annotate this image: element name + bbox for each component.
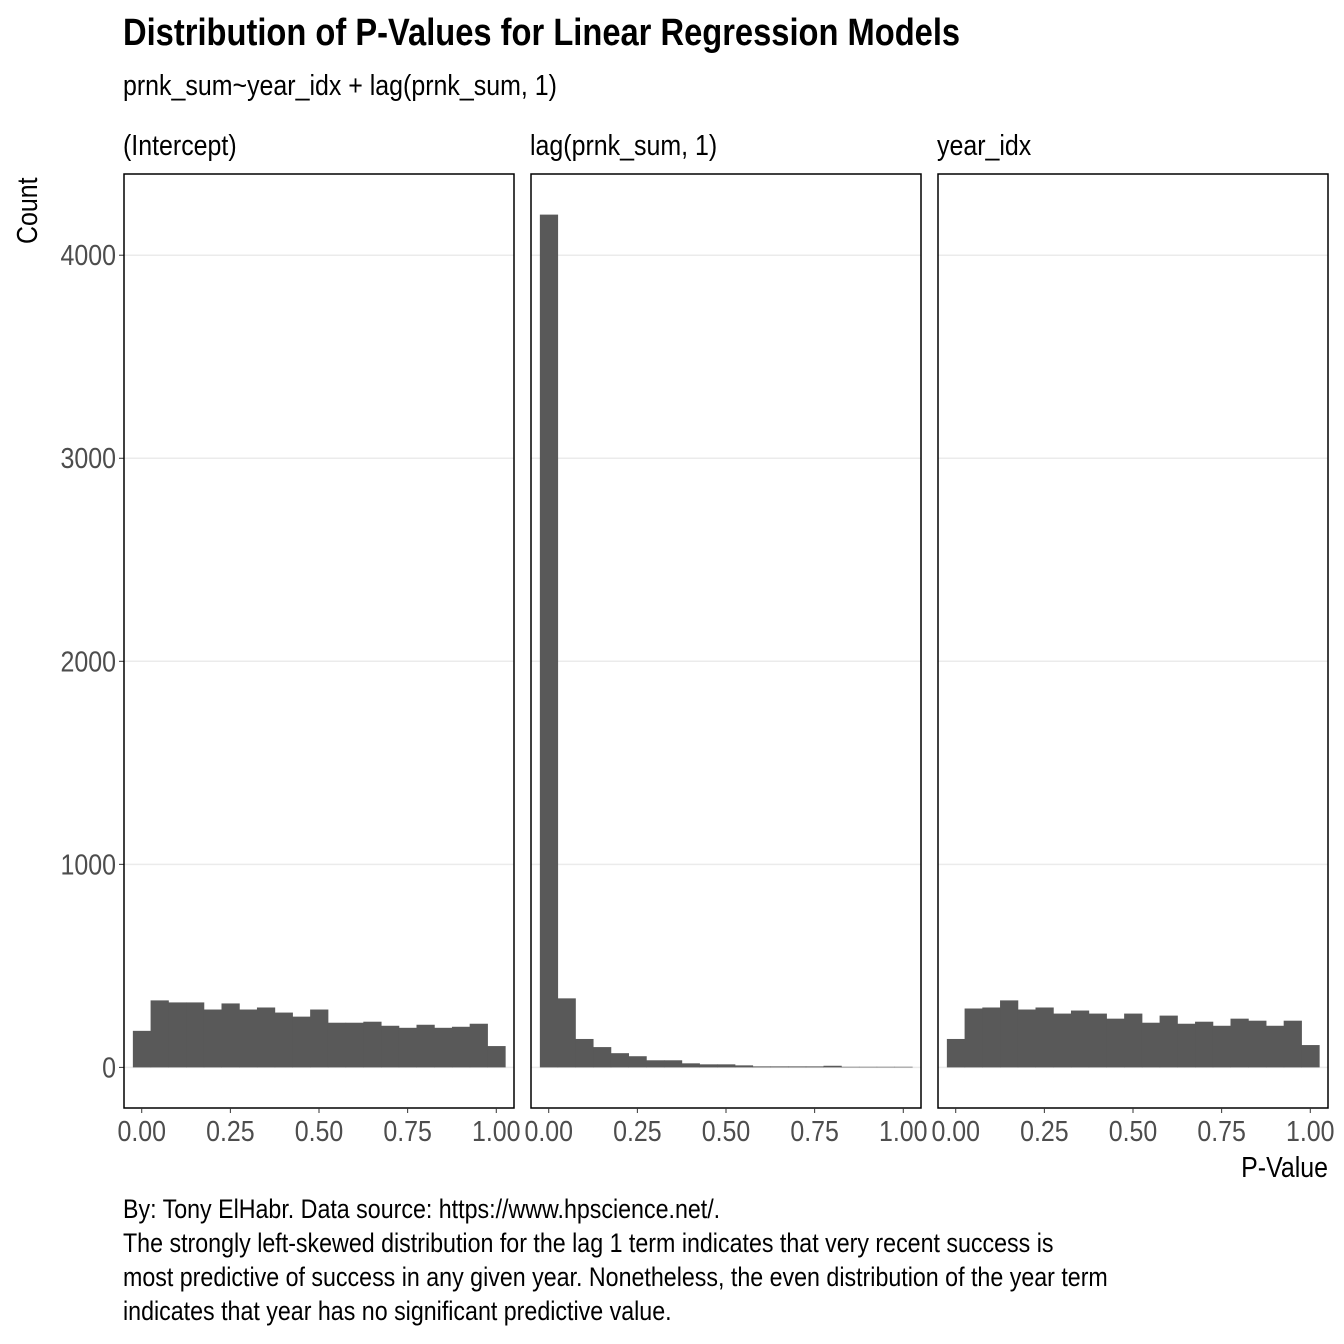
histogram-bar	[150, 1000, 169, 1068]
histogram-bar	[434, 1027, 453, 1068]
histogram-bar	[752, 1066, 771, 1068]
histogram-bar	[1141, 1022, 1161, 1068]
histogram-bar	[274, 1012, 293, 1068]
histogram-bar	[610, 1053, 629, 1068]
histogram-bar	[788, 1066, 807, 1068]
x-tick-label: 0.25	[1020, 1115, 1069, 1147]
y-tick-label: 0	[102, 1052, 116, 1084]
caption: By: Tony ElHabr. Data source: https://ww…	[123, 1192, 1268, 1328]
caption-line-1: By: Tony ElHabr. Data source: https://ww…	[123, 1194, 721, 1224]
histogram-bar	[805, 1066, 824, 1068]
x-tick-label: 0.75	[1197, 1115, 1246, 1147]
histogram-bar	[451, 1026, 471, 1068]
x-tick-label: 0.50	[702, 1115, 751, 1147]
histogram-bar	[1124, 1013, 1143, 1068]
histogram-bar	[1212, 1025, 1231, 1068]
histogram-bar	[734, 1065, 754, 1068]
caption-line-4: indicates that year has no significant p…	[123, 1296, 672, 1326]
histogram-bar	[557, 998, 576, 1068]
histogram-bar	[203, 1009, 222, 1068]
histogram-bar	[539, 214, 559, 1068]
histogram-bar	[1159, 1015, 1178, 1068]
histogram-bar	[770, 1066, 789, 1068]
histogram-bar	[327, 1022, 347, 1068]
histogram-bar	[1301, 1045, 1320, 1068]
caption-line-2: The strongly left-skewed distribution fo…	[123, 1228, 1054, 1258]
panel-border	[937, 173, 1329, 1109]
x-tick-label: 1.00	[472, 1115, 521, 1147]
histogram-bar	[1230, 1018, 1249, 1068]
facet-label-lag: lag(prnk_sum, 1)	[530, 130, 718, 162]
x-tick-label: 1.00	[879, 1115, 928, 1147]
histogram-bar	[1017, 1009, 1036, 1068]
x-tick-label: 0.00	[524, 1115, 573, 1147]
histogram-bar	[221, 1003, 240, 1068]
histogram-bar	[699, 1064, 718, 1068]
histogram-bar	[186, 1002, 205, 1068]
histogram-bar	[1283, 1020, 1302, 1068]
histogram-bar	[1177, 1023, 1196, 1068]
chart-title: Distribution of P-Values for Linear Regr…	[123, 12, 961, 54]
histogram-bar	[575, 1038, 594, 1068]
histogram-bar	[416, 1024, 435, 1068]
histogram-bar	[381, 1025, 400, 1068]
x-tick-label: 0.50	[295, 1115, 344, 1147]
x-tick-label: 0.00	[931, 1115, 980, 1147]
x-tick-label: 0.00	[117, 1115, 166, 1147]
histogram-bar	[894, 1066, 913, 1068]
histogram-bar	[1195, 1021, 1214, 1068]
histogram-bar	[946, 1038, 966, 1068]
histogram-bar	[858, 1066, 878, 1068]
histogram-bar	[469, 1023, 488, 1068]
facet-label-intercept: (Intercept)	[123, 130, 237, 162]
histogram-bar	[310, 1009, 329, 1068]
histogram-bar	[345, 1022, 364, 1068]
histogram-bar	[841, 1066, 860, 1068]
histogram-bar	[593, 1047, 612, 1068]
y-tick-label: 2000	[61, 646, 116, 678]
histogram-bar	[256, 1007, 276, 1068]
histogram-bar	[132, 1030, 152, 1068]
histogram-bar	[1265, 1025, 1285, 1068]
histogram-bar	[823, 1065, 842, 1068]
chart-subtitle: prnk_sum~year_idx + lag(prnk_sum, 1)	[123, 70, 557, 102]
histogram-bar	[239, 1009, 258, 1068]
histogram-bar	[1035, 1007, 1054, 1068]
panel-border	[530, 173, 922, 1109]
histogram-bar	[363, 1021, 382, 1068]
histogram-bar	[1106, 1018, 1125, 1068]
histogram-bar	[681, 1063, 700, 1068]
caption-line-3: most predictive of success in any given …	[123, 1262, 1108, 1292]
histogram-bar	[1053, 1013, 1072, 1068]
histogram-bar	[964, 1008, 983, 1068]
x-tick-label: 0.50	[1109, 1115, 1158, 1147]
histogram-bar	[1070, 1010, 1090, 1068]
histogram-bar	[628, 1056, 647, 1068]
histogram-bar	[876, 1066, 895, 1068]
histogram-bar	[1088, 1013, 1107, 1068]
x-tick-label: 1.00	[1286, 1115, 1335, 1147]
x-tick-label: 0.25	[206, 1115, 255, 1147]
histogram-bar	[487, 1046, 506, 1068]
histogram-bar	[398, 1027, 417, 1068]
histogram-bar	[646, 1060, 665, 1068]
histogram-bar	[292, 1016, 311, 1068]
facet-label-year-idx: year_idx	[937, 130, 1032, 162]
histogram-bar	[982, 1007, 1001, 1068]
y-tick-label: 3000	[61, 443, 116, 475]
panel-border	[123, 173, 515, 1109]
y-tick-label: 1000	[61, 849, 116, 881]
histogram-bar	[1000, 1000, 1019, 1068]
x-tick-label: 0.75	[790, 1115, 839, 1147]
x-tick-label: 0.75	[383, 1115, 432, 1147]
x-axis-label: P-Value	[1241, 1152, 1328, 1184]
y-tick-label: 4000	[61, 239, 116, 271]
x-tick-label: 0.25	[613, 1115, 662, 1147]
histogram-bar	[663, 1060, 683, 1068]
histogram-bar	[168, 1002, 187, 1068]
histogram-bar	[717, 1064, 736, 1068]
histogram-bar	[1248, 1020, 1267, 1068]
